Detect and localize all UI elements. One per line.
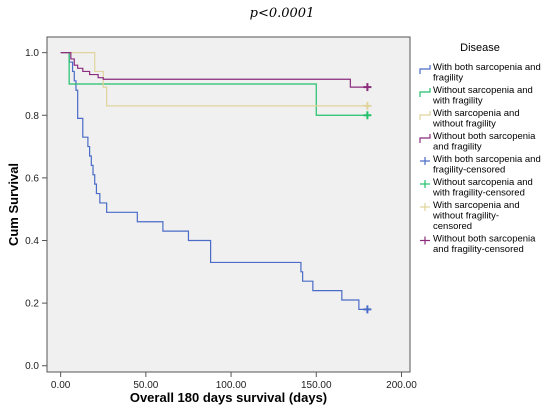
survival-curve-3 [60, 52, 368, 107]
legend-label: fragility-censored [433, 165, 505, 176]
survival-curve-4 [60, 52, 368, 88]
axis-ticks: 0.0 0.2 0.4 0.6 0.8 1.0 0.00 50.00 100.00 150.00 2… [25, 48, 417, 391]
censor-marker-3 [363, 101, 372, 110]
y-tick-label: 0.4 [25, 236, 39, 247]
legend-label: and fragility-censored [433, 244, 524, 255]
legend-label: With both sarcopenia and [433, 62, 541, 73]
legend-label: fragility [433, 73, 463, 84]
x-tick-label: 200.00 [386, 380, 417, 391]
y-tick-label: 0.6 [25, 173, 39, 184]
legend-label: with fragility [432, 96, 483, 107]
censor-marker-2 [363, 111, 372, 120]
legend-label: and fragility [433, 142, 482, 153]
legend-label: Without both sarcopenia [433, 234, 536, 245]
x-tick-label: 0.00 [51, 380, 71, 391]
legend: Disease With both sarcopenia andfragilit… [419, 42, 541, 255]
legend-swatch [419, 134, 431, 143]
plot-area [46, 36, 411, 373]
legend-label: With sarcopenia and [433, 200, 520, 211]
legend-label: Without sarcopenia and [433, 85, 533, 96]
survival-curve-1 [60, 52, 368, 310]
x-tick-label: 100.00 [216, 380, 247, 391]
legend-label: Without both sarcopenia [433, 131, 536, 142]
legend-item-5: With both sarcopenia andfragility-censor… [420, 154, 541, 176]
legend-label: With both sarcopenia and [433, 154, 541, 165]
x-axis-label: Overall 180 days survival (days) [130, 390, 327, 405]
legend-swatch [419, 65, 431, 74]
y-tick-label: 0.8 [25, 111, 39, 122]
series-layer [60, 52, 368, 310]
censor-markers [363, 83, 372, 314]
censor-marker-1 [363, 305, 372, 314]
censor-marker-4 [363, 83, 372, 92]
legend-swatch [419, 88, 431, 97]
legend-label: Without sarcopenia and [433, 177, 533, 188]
legend-label: censored [433, 221, 472, 232]
y-tick-label: 1.0 [25, 48, 39, 59]
y-tick-label: 0.0 [25, 361, 39, 372]
legend-swatch [419, 111, 431, 120]
p-value-annotation: p<0.0001 [250, 6, 315, 21]
legend-title: Disease [460, 42, 500, 54]
x-tick-label: 50.00 [133, 380, 158, 391]
y-axis-label: Cum Survival [6, 163, 21, 246]
legend-label: without fragility [432, 119, 496, 130]
x-tick-label: 150.00 [301, 380, 332, 391]
legend-label: With sarcopenia and [433, 108, 520, 119]
legend-label: with fragility-censored [432, 188, 525, 199]
y-tick-label: 0.2 [25, 299, 39, 310]
legend-label: without fragility- [432, 211, 499, 222]
